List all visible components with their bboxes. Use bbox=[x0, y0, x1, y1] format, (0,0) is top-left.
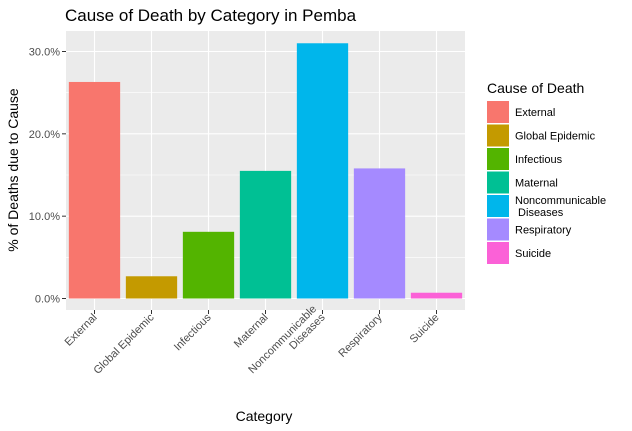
bar bbox=[410, 292, 463, 299]
legend-key bbox=[487, 124, 509, 147]
legend-label: Global Epidemic bbox=[515, 131, 596, 143]
bar bbox=[125, 276, 178, 299]
bars bbox=[68, 43, 463, 299]
legend-key bbox=[487, 242, 509, 264]
x-tick-label: Global Epidemic bbox=[92, 311, 157, 376]
legend-key bbox=[487, 195, 509, 217]
bar bbox=[68, 81, 121, 299]
bar bbox=[296, 43, 349, 299]
x-tick-label: External bbox=[63, 312, 100, 349]
x-tick-label: Maternal bbox=[232, 312, 271, 351]
legend-key bbox=[487, 101, 509, 123]
legend-key bbox=[487, 148, 509, 170]
chart-title: Cause of Death by Category in Pemba bbox=[65, 6, 357, 25]
legend-label: Infectious bbox=[515, 154, 563, 166]
bar bbox=[239, 170, 292, 299]
y-tick-label: 30.0% bbox=[29, 47, 60, 59]
x-tick-label: Suicide bbox=[408, 312, 442, 346]
legend-label: Maternal bbox=[515, 178, 558, 190]
bar bbox=[182, 231, 235, 299]
x-tick-label: Respiratory bbox=[336, 311, 385, 360]
y-tick-label: 20.0% bbox=[29, 129, 60, 141]
legend-label: External bbox=[515, 107, 555, 119]
y-axis-title: % of Deaths due to Cause bbox=[5, 88, 21, 252]
y-tick-label: 10.0% bbox=[29, 211, 60, 223]
legend-label: Noncommunicable Diseases bbox=[515, 195, 606, 219]
legend-label: Respiratory bbox=[515, 225, 572, 237]
y-tick-label: 0.0% bbox=[35, 294, 60, 306]
legend-key bbox=[487, 171, 509, 194]
x-tick-label: Infectious bbox=[172, 311, 214, 353]
legend-label: Suicide bbox=[515, 248, 551, 260]
legend: Cause of Death External Global Epidemic In… bbox=[487, 80, 606, 264]
legend-key bbox=[487, 218, 509, 241]
x-axis-title: Category bbox=[236, 408, 293, 424]
legend-title: Cause of Death bbox=[487, 80, 584, 96]
legend-items: External Global Epidemic Infectious Materna… bbox=[487, 101, 606, 264]
bar bbox=[353, 168, 406, 299]
y-axis: 0.0% 10.0% 20.0% 30.0% bbox=[29, 47, 66, 306]
